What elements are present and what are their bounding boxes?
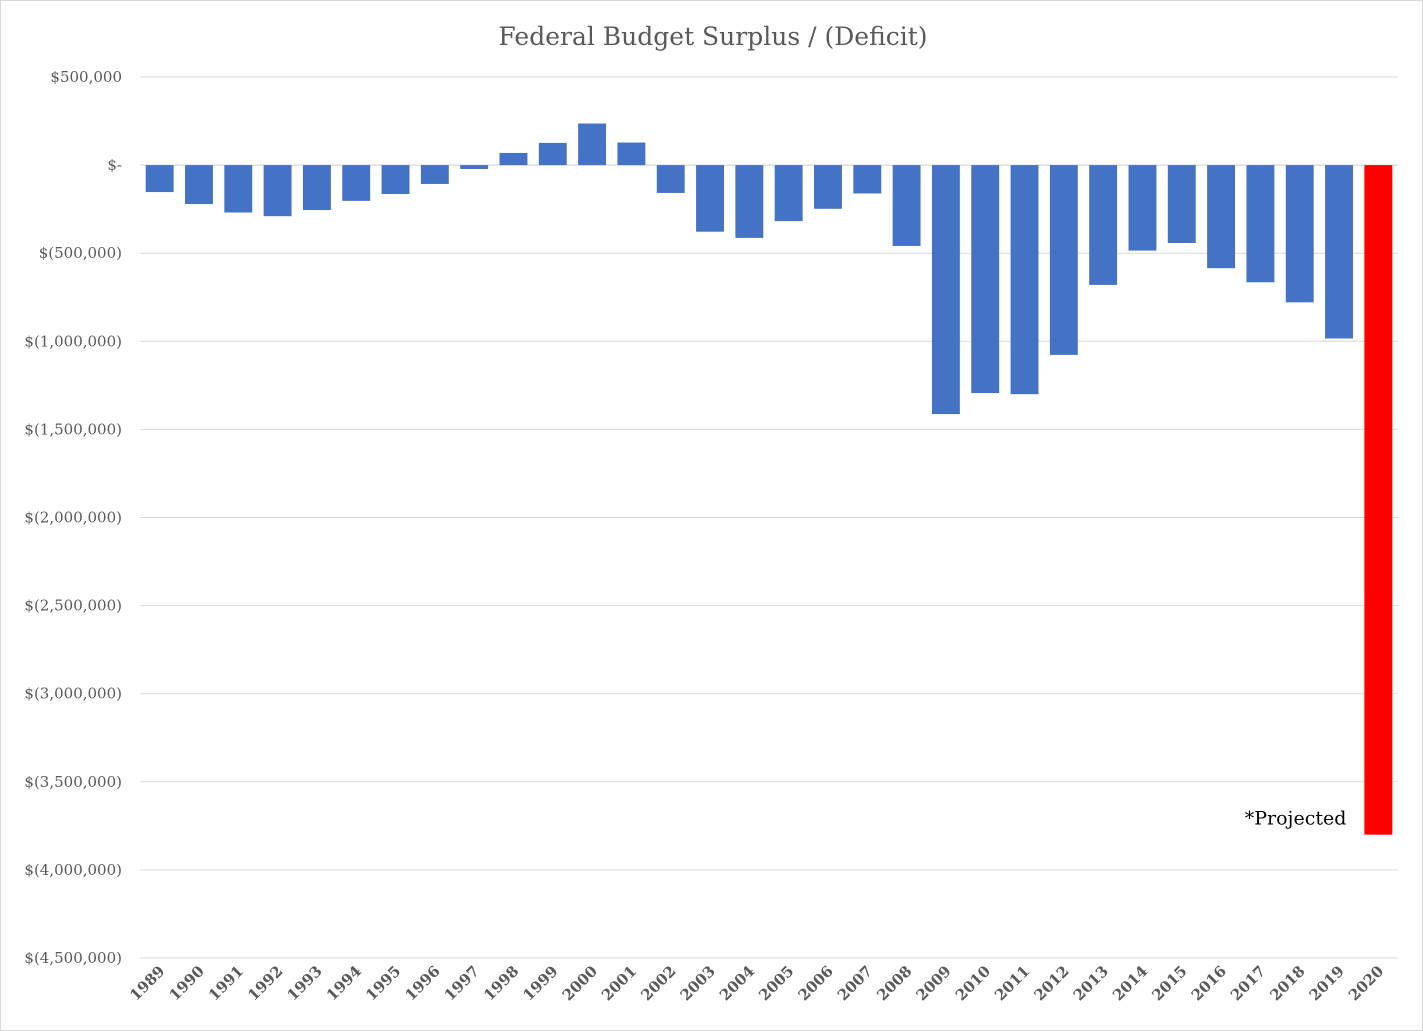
x-tick-label: 2001 [598, 962, 640, 1004]
bar-1999 [538, 142, 567, 166]
x-tick-label: 2010 [952, 962, 994, 1004]
y-tick-label: $(3,000,000) [24, 685, 122, 703]
bar-2009 [931, 165, 960, 415]
bar-1989 [145, 165, 174, 193]
x-tick-label: 2006 [795, 962, 837, 1004]
projected-annotation: *Projected [1245, 808, 1347, 830]
x-tick-label: 2009 [912, 962, 954, 1004]
bar-2012 [1049, 165, 1078, 355]
bar-2005 [774, 165, 803, 222]
y-tick-label: $(2,500,000) [24, 597, 122, 615]
x-tick-label: 2017 [1227, 962, 1269, 1004]
bar-2017 [1246, 165, 1275, 283]
x-tick-label: 2000 [559, 962, 601, 1004]
x-tick-label: 1998 [480, 962, 522, 1004]
y-tick-label: $(2,000,000) [24, 509, 122, 527]
bar-1993 [302, 165, 331, 211]
bar-1992 [263, 165, 292, 217]
x-tick-label: 2013 [1070, 962, 1112, 1004]
x-tick-label: 2007 [834, 962, 876, 1004]
bar-2018 [1285, 165, 1314, 303]
y-tick-label: $(3,500,000) [24, 773, 122, 791]
x-tick-label: 2020 [1345, 962, 1387, 1004]
x-tick-label: 1991 [205, 962, 247, 1004]
chart-title: Federal Budget Surplus / (Deficit) [498, 22, 927, 51]
x-tick-label: 2016 [1188, 962, 1230, 1004]
bar-1998 [499, 152, 528, 166]
x-tick-label: 2011 [991, 962, 1033, 1004]
x-tick-label: 1993 [283, 962, 325, 1004]
x-tick-label: 1989 [126, 962, 168, 1004]
bar-2000 [578, 123, 607, 166]
x-tick-label: 2002 [637, 962, 679, 1004]
bar-2004 [735, 165, 764, 238]
bar-2014 [1128, 165, 1157, 251]
bar-2007 [853, 165, 882, 194]
y-tick-label: $(4,000,000) [24, 861, 122, 879]
x-tick-label: 1994 [323, 962, 365, 1004]
bar-2015 [1167, 165, 1196, 243]
x-axis-ticks: 1989199019911992199319941995199619971998… [126, 962, 1387, 1004]
bar-1990 [185, 165, 213, 205]
x-tick-label: 1990 [166, 962, 208, 1004]
bar-1995 [381, 165, 410, 194]
bar-2003 [696, 165, 724, 232]
x-tick-label: 1996 [401, 962, 443, 1004]
x-tick-label: 1999 [519, 962, 561, 1004]
bar-2020 [1364, 165, 1393, 835]
bar-2011 [1010, 165, 1039, 395]
x-tick-label: 1995 [362, 962, 404, 1004]
x-tick-label: 1992 [244, 962, 286, 1004]
y-tick-label: $500,000 [50, 68, 122, 86]
bar-1996 [420, 165, 449, 184]
bar-1994 [342, 165, 371, 201]
x-tick-label: 2003 [677, 962, 719, 1004]
x-tick-label: 2012 [1030, 962, 1072, 1004]
y-tick-label: $- [107, 156, 122, 174]
y-axis-ticks: $500,000 $- $(500,000) $(1,000,000) $(1,500,… [24, 68, 122, 967]
y-tick-label: $(500,000) [39, 244, 122, 262]
x-tick-label: 2019 [1306, 962, 1348, 1004]
bar-2010 [971, 165, 1000, 394]
bar-2002 [656, 165, 685, 193]
bar-2013 [1089, 165, 1118, 285]
bar-1997 [460, 165, 489, 169]
bar-2016 [1207, 165, 1236, 269]
bar-2008 [892, 165, 921, 246]
bars [145, 123, 1393, 835]
x-tick-label: 2008 [873, 962, 915, 1004]
x-tick-label: 2004 [716, 962, 758, 1004]
x-tick-label: 2014 [1109, 962, 1151, 1004]
y-tick-label: $(1,000,000) [24, 332, 122, 350]
y-tick-label: $(1,500,000) [24, 420, 122, 438]
bar-2006 [814, 165, 842, 209]
x-tick-label: 2015 [1148, 962, 1190, 1004]
bar-2019 [1325, 165, 1353, 339]
x-tick-label: 2018 [1266, 962, 1308, 1004]
y-tick-label: $(4,500,000) [24, 949, 122, 967]
bar-1991 [224, 165, 253, 213]
x-tick-label: 1997 [441, 962, 483, 1004]
bar-2001 [617, 142, 646, 166]
x-tick-label: 2005 [755, 962, 797, 1004]
